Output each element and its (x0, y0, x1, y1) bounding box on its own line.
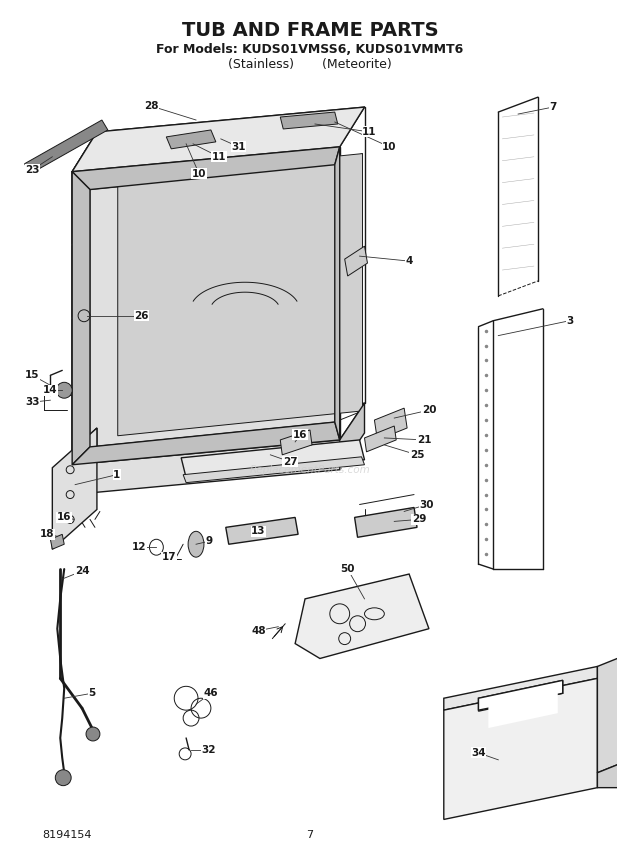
Text: 13: 13 (251, 526, 266, 537)
Polygon shape (25, 120, 108, 174)
Text: 3: 3 (566, 316, 574, 325)
Polygon shape (50, 534, 64, 550)
Polygon shape (335, 147, 340, 440)
Circle shape (55, 770, 71, 786)
Text: 9: 9 (205, 536, 213, 546)
Polygon shape (52, 428, 97, 550)
Text: 26: 26 (135, 311, 149, 321)
Polygon shape (444, 678, 598, 819)
Text: For Models: KUDS01VMSS6, KUDS01VMMT6: For Models: KUDS01VMSS6, KUDS01VMMT6 (156, 43, 464, 56)
Text: 23: 23 (25, 164, 40, 175)
Circle shape (56, 383, 72, 398)
Polygon shape (72, 147, 340, 465)
Text: 30: 30 (420, 500, 434, 509)
Text: ReplacementParts.com: ReplacementParts.com (250, 465, 370, 475)
Polygon shape (444, 667, 598, 710)
Text: TUB AND FRAME PARTS: TUB AND FRAME PARTS (182, 21, 438, 40)
Text: 34: 34 (471, 748, 486, 758)
Polygon shape (479, 681, 563, 711)
Polygon shape (90, 164, 335, 447)
Text: 50: 50 (340, 564, 355, 574)
Text: 46: 46 (203, 688, 218, 698)
Text: 17: 17 (162, 552, 177, 562)
Text: 5: 5 (88, 688, 95, 698)
Text: 10: 10 (382, 142, 397, 152)
Polygon shape (72, 422, 340, 465)
Polygon shape (72, 132, 97, 465)
Polygon shape (340, 403, 365, 470)
Text: 8194154: 8194154 (42, 830, 92, 841)
Text: 28: 28 (144, 101, 159, 111)
Text: 16: 16 (293, 430, 308, 440)
Polygon shape (598, 657, 620, 773)
Polygon shape (72, 147, 340, 189)
Polygon shape (489, 687, 558, 728)
Polygon shape (226, 517, 298, 544)
Text: 25: 25 (410, 449, 424, 460)
Polygon shape (72, 440, 340, 495)
Text: 48: 48 (251, 626, 266, 636)
Text: 33: 33 (25, 397, 40, 407)
Polygon shape (72, 107, 365, 172)
Text: 18: 18 (40, 529, 55, 539)
Polygon shape (479, 681, 563, 710)
Text: 7: 7 (306, 830, 314, 841)
Text: 11: 11 (211, 152, 226, 162)
Text: 7: 7 (549, 102, 557, 112)
Polygon shape (118, 153, 363, 436)
Text: 27: 27 (283, 457, 298, 467)
Polygon shape (280, 112, 338, 129)
Polygon shape (345, 247, 368, 276)
Text: 21: 21 (417, 435, 432, 445)
Text: 31: 31 (231, 142, 246, 152)
Polygon shape (166, 130, 216, 149)
Text: 32: 32 (202, 745, 216, 755)
Text: 4: 4 (405, 256, 413, 266)
Text: 20: 20 (422, 405, 436, 415)
Polygon shape (365, 426, 396, 452)
Polygon shape (355, 508, 417, 538)
Polygon shape (280, 430, 312, 455)
Text: (Stainless)       (Meteorite): (Stainless) (Meteorite) (228, 58, 392, 71)
Text: 1: 1 (113, 470, 120, 479)
Text: 16: 16 (57, 513, 71, 522)
Polygon shape (181, 440, 365, 478)
Text: 24: 24 (75, 566, 89, 576)
Text: 12: 12 (132, 542, 147, 552)
Text: 15: 15 (25, 371, 40, 380)
Polygon shape (598, 763, 620, 788)
Polygon shape (57, 428, 97, 504)
Text: 14: 14 (43, 385, 58, 395)
Ellipse shape (188, 532, 204, 557)
Polygon shape (72, 172, 90, 465)
Text: 29: 29 (412, 514, 426, 525)
Text: 10: 10 (192, 169, 206, 179)
Polygon shape (295, 574, 429, 658)
Text: 11: 11 (362, 127, 377, 137)
Polygon shape (374, 408, 407, 440)
Circle shape (86, 727, 100, 741)
Polygon shape (183, 457, 365, 483)
